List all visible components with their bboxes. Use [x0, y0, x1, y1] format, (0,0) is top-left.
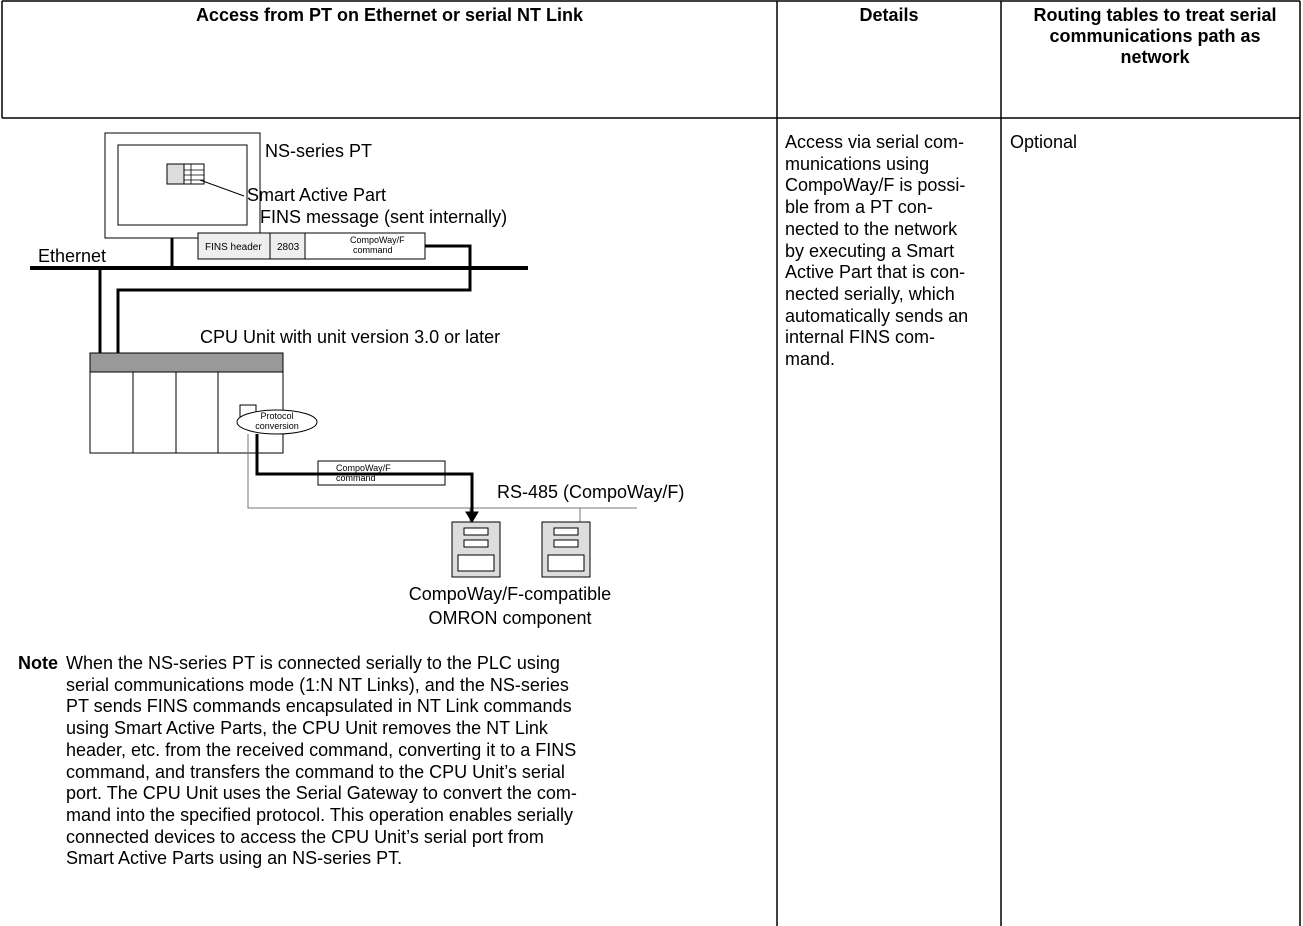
- text-line: serial communications mode (1:N NT Links…: [66, 674, 569, 695]
- label: CompoWay/F-compatible: [409, 584, 611, 604]
- label: RS-485 (CompoWay/F): [497, 482, 684, 502]
- label: CPU Unit with unit version 3.0 or later: [200, 327, 500, 347]
- text-line: header, etc. from the received command, …: [66, 739, 577, 760]
- label: 2803: [277, 242, 300, 253]
- label: OMRON component: [428, 608, 591, 628]
- text-line: Smart Active Parts using an NS-series PT…: [66, 848, 403, 869]
- text-line: connected devices to access the CPU Unit…: [66, 826, 544, 847]
- label: Protocol: [260, 411, 293, 421]
- diagram: NS-series PT Smart Active Part FINS mess…: [30, 132, 684, 628]
- note-label: Note: [18, 653, 58, 673]
- text-line: ble from a PT con-: [785, 197, 933, 218]
- label: Ethernet: [38, 246, 106, 266]
- label: command: [336, 473, 376, 483]
- text-line: When the NS-series PT is connected seria…: [66, 653, 560, 673]
- label: Smart Active Part: [247, 185, 386, 205]
- label: CompoWay/F: [350, 235, 405, 245]
- text-line: command, and transfers the command to th…: [66, 761, 565, 782]
- text-line: automatically sends an: [785, 305, 969, 326]
- text-line: PT sends FINS commands encapsulated in N…: [66, 696, 572, 717]
- text-line: by executing a Smart: [785, 240, 955, 261]
- label: CompoWay/F: [336, 463, 391, 473]
- text-line: mand into the specified protocol. This o…: [66, 804, 573, 825]
- text-line: Active Part that is con-: [785, 262, 966, 283]
- text-line: CompoWay/F is possi-: [785, 175, 966, 196]
- header-cell: Routing tables to treat serial communica…: [1033, 5, 1277, 67]
- header-cell: Access from PT on Ethernet or serial NT …: [195, 5, 584, 25]
- text-line: Access via serial com-: [785, 132, 965, 152]
- label: FINS message (sent internally): [260, 207, 507, 227]
- label: NS-series PT: [265, 141, 372, 161]
- text-line: mand.: [785, 349, 836, 370]
- routing-cell: Optional: [1010, 132, 1078, 152]
- text-line: using Smart Active Parts, the CPU Unit r…: [66, 718, 548, 739]
- text-line: port. The CPU Unit uses the Serial Gatew…: [66, 783, 577, 804]
- text-line: nected to the network: [785, 218, 958, 239]
- text-line: nected serially, which: [785, 283, 955, 304]
- text-line: munications using: [785, 153, 930, 174]
- label: FINS header: [205, 242, 262, 253]
- header-cell: Details: [859, 5, 919, 25]
- note-text: When the NS-series PT is connected seria…: [66, 653, 577, 870]
- label: conversion: [255, 421, 299, 431]
- details-text: Access via serial com-munications using C…: [785, 132, 968, 371]
- text-line: internal FINS com-: [785, 327, 936, 348]
- label: command: [353, 245, 393, 255]
